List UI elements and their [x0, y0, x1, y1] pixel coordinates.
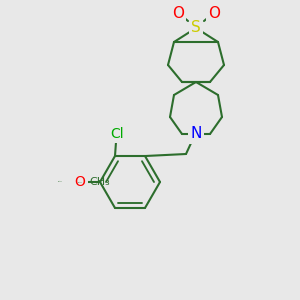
Text: O: O [172, 7, 184, 22]
Text: N: N [190, 127, 202, 142]
Text: methyl: methyl [58, 181, 63, 182]
Text: CH₃: CH₃ [89, 177, 110, 187]
Text: S: S [191, 20, 201, 35]
Text: O: O [208, 7, 220, 22]
Text: Cl: Cl [110, 127, 124, 141]
Text: O: O [75, 175, 86, 189]
Text: methyl: methyl [78, 182, 83, 183]
